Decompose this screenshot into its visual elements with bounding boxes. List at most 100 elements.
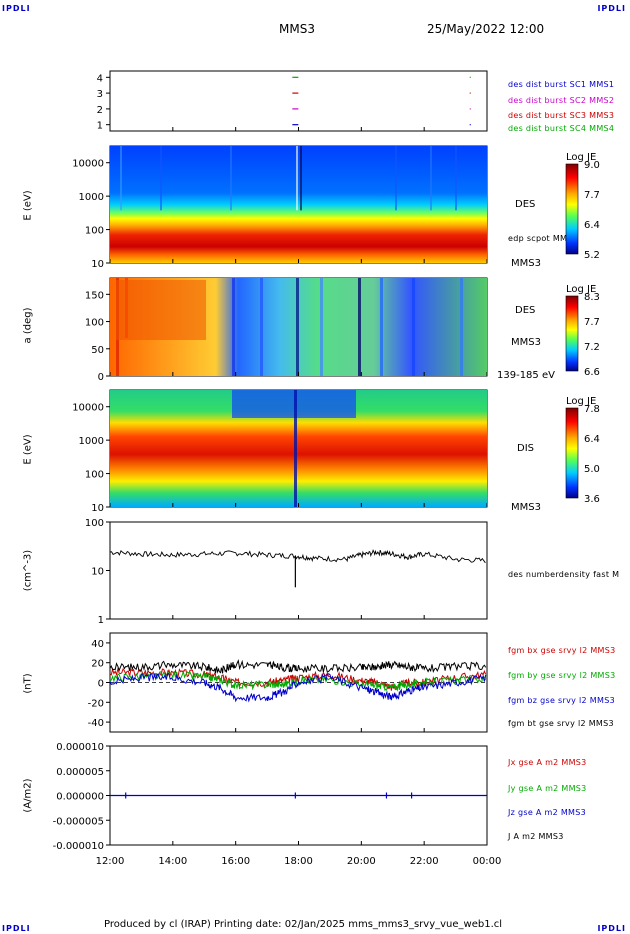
colorbar-tick-2: 7.7	[584, 317, 600, 328]
density-tick-label: 1	[98, 615, 104, 626]
legend-jz: Jz gse A m2 MMS3	[508, 808, 587, 817]
current-tick-label: 0.000000	[56, 792, 104, 803]
pa-des-label: DES	[515, 305, 536, 316]
colorbar-tick-1: 5.2	[584, 250, 600, 261]
time-tick-label: 16:00	[221, 856, 250, 867]
legend-burst-mms1: des dist burst SC1 MMS1	[508, 80, 615, 89]
des-energy-spectrogram	[110, 146, 487, 263]
time-tick-label: 18:00	[284, 856, 313, 867]
density-series-line	[109, 549, 486, 564]
edp-scpot-label: edp scpot MMS3	[508, 234, 579, 243]
des-streak	[120, 146, 122, 211]
panel-frame-0	[109, 70, 488, 132]
pa-streak	[296, 278, 299, 376]
colorbar-title-1: Log JE	[566, 152, 596, 163]
current-tick-label: 0.000005	[56, 767, 104, 778]
legend-density: des numberdensity fast M	[508, 570, 620, 579]
pa-hot-region	[116, 280, 206, 340]
des-energy-tick-label: 100	[85, 226, 104, 237]
colorbar-tick-1: 9.0	[584, 160, 600, 171]
colorbar-3	[565, 407, 579, 499]
density-tick-label: 10	[91, 567, 104, 578]
pa-tick-label: 100	[85, 318, 104, 329]
colorbar-tick-2: 7.2	[584, 342, 600, 353]
des-streak	[395, 146, 397, 211]
dis-energy-tick-label: 100	[85, 470, 104, 481]
des-energy-tick-label: 1000	[79, 192, 104, 203]
pa-streak	[460, 278, 463, 376]
colorbar-tick-3: 6.4	[584, 434, 600, 445]
time-tick-label: 12:00	[96, 856, 125, 867]
pa-tick-label: 150	[85, 290, 104, 301]
corner-logo-top-left: IPDLI	[2, 4, 31, 13]
des-label: DES	[515, 199, 536, 210]
time-tick-label: 00:00	[473, 856, 502, 867]
bfield-tick-label: 0	[98, 679, 104, 690]
bfield-tick-label: -20	[88, 698, 104, 709]
des-streak	[430, 146, 432, 211]
des-streak	[455, 146, 457, 211]
colorbar-tick-3: 5.0	[584, 464, 600, 475]
des-streak	[230, 146, 232, 211]
pa-streak	[358, 278, 361, 376]
dis-label: DIS	[517, 443, 534, 454]
bfield-tick-label: 20	[91, 659, 104, 670]
des-streak	[160, 146, 162, 211]
colorbar-tick-1: 7.7	[584, 190, 600, 201]
legend-burst-mms3: des dist burst SC3 MMS3	[508, 111, 615, 120]
density-tick-label: 100	[85, 518, 104, 529]
bfield-series-line-3	[109, 659, 487, 675]
ytick-label-burst: 3	[97, 89, 103, 100]
current-tick-label: -0.000005	[53, 816, 104, 827]
colorbar-tick-3: 3.6	[584, 494, 600, 505]
colorbar-tick-2: 8.3	[584, 292, 600, 303]
pa-streak	[380, 278, 383, 376]
pa-streak	[320, 278, 323, 376]
bfield-tick-label: 40	[91, 639, 104, 650]
des-streak	[300, 146, 302, 211]
current-tick-label: 0.000010	[56, 742, 104, 753]
des-mms3-label: MMS3	[511, 258, 541, 269]
dis-energy-tick-label: 1000	[79, 436, 104, 447]
pa-mms3-label: MMS3	[511, 337, 541, 348]
pa-energy-range-label: 139-185 eV	[497, 370, 555, 381]
pa-streak	[260, 278, 263, 376]
legend-burst-mms2: des dist burst SC2 MMS2	[508, 96, 615, 105]
pa-tick-label: 0	[98, 372, 104, 383]
legend-jy: Jy gse A m2 MMS3	[508, 784, 587, 793]
dis-energy-tick-label: 10000	[72, 403, 104, 414]
ytick-label-burst: 2	[97, 105, 103, 116]
dis-streak	[294, 390, 297, 507]
colorbar-title-2: Log JE	[566, 284, 596, 295]
des-streak	[296, 146, 298, 211]
legend-bz: fgm bz gse srvy l2 MMS3	[508, 696, 615, 705]
pa-streak	[412, 278, 415, 376]
legend-bt: fgm bt gse srvy l2 MMS3	[508, 719, 614, 728]
corner-logo-bottom-right: IPDLI	[597, 924, 626, 933]
dis-mms3-label: MMS3	[511, 502, 541, 513]
colorbar-2	[565, 295, 579, 372]
pa-tick-label: 50	[91, 345, 104, 356]
bfield-series-line-2	[109, 672, 487, 703]
spacecraft-title: MMS3	[279, 22, 315, 36]
corner-logo-top-right: IPDLI	[597, 4, 626, 13]
colorbar-tick-3: 7.8	[584, 404, 600, 415]
colorbar-tick-2: 6.6	[584, 367, 600, 378]
legend-j: J A m2 MMS3	[508, 832, 564, 841]
ytick-label-burst: 4	[97, 73, 103, 84]
legend-bx: fgm bx gse srvy l2 MMS3	[508, 646, 616, 655]
time-tick-label: 22:00	[410, 856, 439, 867]
legend-jx: Jx gse A m2 MMS3	[508, 758, 587, 767]
date-title: 25/May/2022 12:00	[427, 22, 545, 36]
corner-logo-bottom-left: IPDLI	[2, 924, 31, 933]
footer-text: Produced by cl (IRAP) Printing date: 02/…	[104, 919, 503, 930]
des-energy-tick-label: 10	[91, 259, 104, 270]
legend-by: fgm by gse srvy l2 MMS3	[508, 671, 616, 680]
bfield-tick-label: -40	[88, 718, 104, 729]
time-tick-label: 14:00	[158, 856, 187, 867]
colorbar-1	[565, 163, 579, 255]
des-energy-tick-label: 10000	[72, 159, 104, 170]
time-tick-label: 20:00	[347, 856, 376, 867]
current-tick-label: -0.000010	[53, 841, 104, 852]
